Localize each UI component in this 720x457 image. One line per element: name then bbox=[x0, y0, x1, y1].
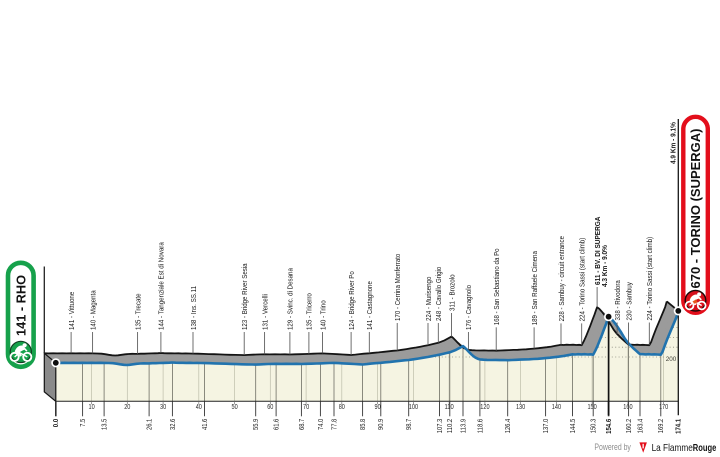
svg-text:110: 110 bbox=[444, 404, 453, 411]
svg-text:Rouge: Rouge bbox=[693, 443, 717, 454]
svg-text:140: 140 bbox=[552, 404, 561, 411]
svg-text:La Flamme: La Flamme bbox=[652, 443, 693, 454]
svg-text:248 - Cavallo Grigio: 248 - Cavallo Grigio bbox=[434, 267, 443, 321]
svg-text:4.9 Km - 9.1%: 4.9 Km - 9.1% bbox=[669, 122, 678, 164]
svg-text:338 - Rivodora: 338 - Rivodora bbox=[613, 280, 622, 321]
svg-text:131 - Vercelli: 131 - Vercelli bbox=[260, 294, 269, 330]
svg-text:224 - Torino Sassi (start clim: 224 - Torino Sassi (start climb) bbox=[578, 237, 587, 321]
svg-text:168 - San Sebastiano da Po: 168 - San Sebastiano da Po bbox=[492, 248, 501, 325]
svg-text:141 - RHO: 141 - RHO bbox=[13, 275, 28, 336]
svg-text:141 - Vittuone: 141 - Vittuone bbox=[67, 292, 76, 330]
svg-text:224 - Torino Sassi (start clim: 224 - Torino Sassi (start climb) bbox=[645, 236, 654, 320]
svg-text:80: 80 bbox=[339, 404, 345, 411]
svg-text:140 - Trino: 140 - Trino bbox=[318, 300, 327, 330]
svg-text:4.3 Km - 9.0%: 4.3 Km - 9.0% bbox=[600, 245, 609, 287]
svg-text:55.9: 55.9 bbox=[253, 419, 260, 430]
svg-text:100: 100 bbox=[409, 404, 418, 411]
svg-text:60: 60 bbox=[267, 404, 273, 411]
svg-text:118.6: 118.6 bbox=[477, 419, 484, 433]
svg-text:154.6: 154.6 bbox=[606, 419, 613, 434]
svg-text:163.4: 163.4 bbox=[637, 419, 644, 433]
svg-text:224 - Murisengo: 224 - Murisengo bbox=[424, 277, 433, 321]
svg-text:170 - Cerrina Monferrato: 170 - Cerrina Monferrato bbox=[393, 254, 402, 321]
svg-text:228 - Sambuy - circuit entranc: 228 - Sambuy - circuit entrance bbox=[557, 236, 566, 321]
svg-text:160.2: 160.2 bbox=[626, 419, 633, 433]
svg-text:40: 40 bbox=[196, 404, 202, 411]
svg-text:123 - Bridge River Sesia: 123 - Bridge River Sesia bbox=[240, 263, 249, 330]
svg-text:74.0: 74.0 bbox=[318, 419, 325, 430]
svg-text:230 - Sambuy: 230 - Sambuy bbox=[624, 282, 633, 320]
svg-text:10: 10 bbox=[89, 404, 95, 411]
svg-text:174.1: 174.1 bbox=[676, 419, 683, 434]
svg-text:20: 20 bbox=[124, 404, 130, 411]
svg-text:130: 130 bbox=[516, 404, 525, 411]
svg-text:68.7: 68.7 bbox=[299, 419, 306, 430]
svg-text:144.5: 144.5 bbox=[570, 419, 577, 433]
svg-text:160: 160 bbox=[623, 404, 632, 411]
svg-text:0.0: 0.0 bbox=[53, 419, 60, 427]
svg-text:150.3: 150.3 bbox=[591, 419, 598, 433]
svg-text:189 - San Raffaele Cimena: 189 - San Raffaele Cimena bbox=[530, 250, 539, 325]
svg-text:50: 50 bbox=[232, 404, 238, 411]
svg-text:90.9: 90.9 bbox=[378, 419, 385, 430]
svg-text:129 - Svinc. di Desana: 129 - Svinc. di Desana bbox=[286, 267, 295, 330]
svg-text:611 - BV. DI SUPERGA: 611 - BV. DI SUPERGA bbox=[593, 216, 602, 285]
svg-text:107.3: 107.3 bbox=[437, 419, 444, 433]
svg-text:141 - Castagnone: 141 - Castagnone bbox=[365, 281, 374, 330]
svg-text:70: 70 bbox=[303, 404, 309, 411]
svg-text:137.0: 137.0 bbox=[543, 419, 550, 433]
svg-text:135 - Trecate: 135 - Trecate bbox=[133, 293, 142, 330]
svg-text:7.5: 7.5 bbox=[80, 419, 87, 427]
svg-text:138 - Ins. SS.11: 138 - Ins. SS.11 bbox=[189, 286, 198, 330]
svg-text:670 - TORINO (SUPERGA): 670 - TORINO (SUPERGA) bbox=[688, 129, 703, 289]
svg-text:170: 170 bbox=[659, 404, 668, 411]
svg-text:110.2: 110.2 bbox=[447, 419, 454, 433]
svg-text:200: 200 bbox=[666, 356, 677, 363]
svg-text:41.6: 41.6 bbox=[202, 419, 209, 430]
svg-text:26.1: 26.1 bbox=[147, 419, 154, 430]
svg-text:176 - Cavagnolo: 176 - Cavagnolo bbox=[464, 285, 473, 330]
svg-text:150: 150 bbox=[587, 404, 596, 411]
svg-text:32.6: 32.6 bbox=[170, 419, 177, 430]
svg-text:140 - Magenta: 140 - Magenta bbox=[88, 290, 97, 330]
svg-text:126.4: 126.4 bbox=[505, 419, 512, 433]
svg-text:124 - Bridge River Po: 124 - Bridge River Po bbox=[347, 271, 356, 330]
svg-text:120: 120 bbox=[480, 404, 489, 411]
svg-text:61.6: 61.6 bbox=[274, 419, 281, 430]
svg-text:113.9: 113.9 bbox=[460, 419, 467, 433]
svg-text:Powered by: Powered by bbox=[594, 442, 631, 452]
svg-text:135 - Tricerro: 135 - Tricerro bbox=[305, 293, 314, 330]
svg-text:98.7: 98.7 bbox=[406, 419, 413, 430]
svg-text:90: 90 bbox=[375, 404, 381, 411]
svg-text:169.2: 169.2 bbox=[658, 419, 665, 433]
svg-text:30: 30 bbox=[160, 404, 166, 411]
svg-text:85.8: 85.8 bbox=[360, 419, 367, 430]
svg-text:13.5: 13.5 bbox=[102, 419, 109, 430]
svg-text:77.8: 77.8 bbox=[331, 419, 338, 430]
svg-text:311 - Brozolo: 311 - Brozolo bbox=[447, 274, 456, 311]
svg-text:144 - Tangenziale Est di Novar: 144 - Tangenziale Est di Novara bbox=[157, 242, 166, 330]
